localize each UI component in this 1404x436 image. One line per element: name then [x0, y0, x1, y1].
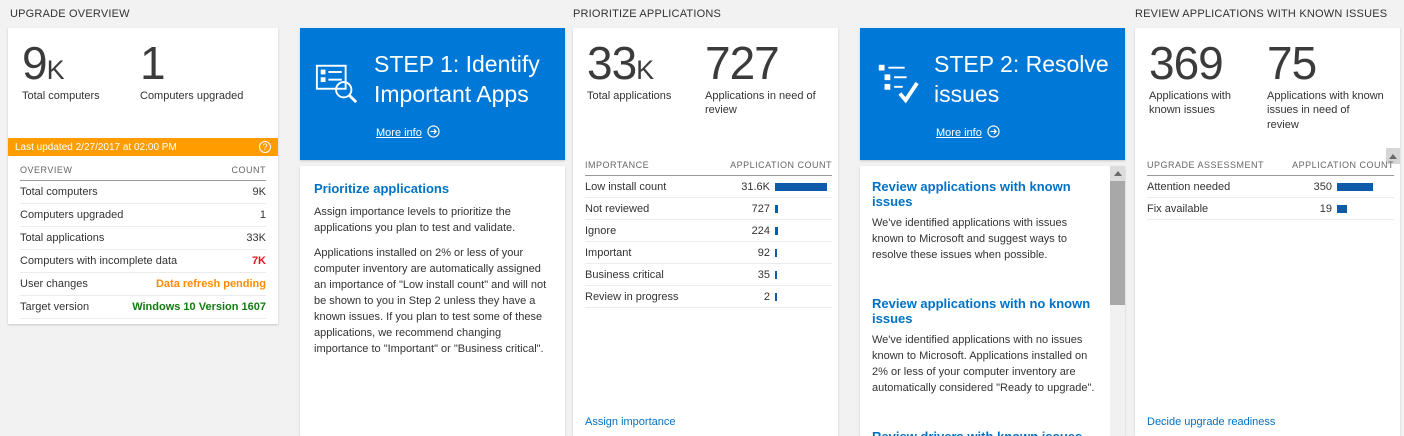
table-row[interactable]: Not reviewed 727: [585, 198, 832, 220]
table-row[interactable]: Computers upgraded 1: [20, 204, 266, 227]
overview-table: OVERVIEW COUNT Total computers 9K Comput…: [20, 165, 266, 319]
count-bar: [1337, 204, 1347, 213]
target-version-value: Windows 10 Version 1607: [132, 301, 266, 313]
count-bar: [775, 248, 777, 257]
stat-computers-upgraded: 1 Computers upgraded: [140, 40, 268, 103]
review-section: Review applications with known issues We…: [860, 179, 1108, 264]
stat-apps-known-issues-value: 369: [1149, 37, 1224, 89]
upgrade-assessment-col-header: UPGRADE ASSESSMENT: [1147, 160, 1265, 170]
stat-apps-need-review: 727 Applications in need of review: [705, 40, 828, 118]
upgrade-assessment-table-header: UPGRADE ASSESSMENT APPLICATION COUNT: [1147, 160, 1394, 176]
review-apps-known-issues-link[interactable]: Review applications with known issues: [872, 179, 1071, 209]
step1-more-info-link[interactable]: More info: [376, 125, 440, 141]
table-row[interactable]: Business critical 35: [585, 264, 832, 286]
applications-stats: 33K Total applications 727 Applications …: [573, 28, 838, 118]
scrollbar[interactable]: [1110, 166, 1125, 436]
user-changes-status: Data refresh pending: [155, 278, 266, 290]
scrollbar-thumb[interactable]: [1110, 181, 1125, 305]
last-updated-bar: Last updated 2/27/2017 at 02:00 PM ?: [8, 138, 278, 156]
stat-total-computers-label: Total computers: [22, 90, 100, 102]
count-bar: [775, 292, 777, 301]
section-label-prioritize-applications: PRIORITIZE APPLICATIONS: [573, 8, 722, 20]
table-row[interactable]: Attention needed 350: [1147, 176, 1394, 198]
stat-computers-upgraded-value: 1: [140, 37, 166, 89]
resolve-issues-card: Review applications with known issues We…: [860, 166, 1125, 436]
review-section: Review applications with no known issues…: [860, 296, 1108, 397]
importance-table-header: IMPORTANCE APPLICATION COUNT: [585, 160, 832, 176]
count-bar: [775, 182, 827, 191]
count-col-header: COUNT: [231, 165, 266, 175]
upgrade-overview-card: 9K Total computers 1 Computers upgraded …: [8, 28, 278, 324]
stat-apps-need-review-value: 727: [705, 37, 780, 89]
count-bar: [775, 226, 778, 235]
count-bar: [1337, 182, 1373, 191]
importance-table: IMPORTANCE APPLICATION COUNT Low install…: [585, 160, 832, 308]
incomplete-data-count: 7K: [251, 255, 266, 267]
known-issues-card: 369 Applications with known issues 75 Ap…: [1135, 28, 1400, 436]
resolve-issues-content: Review applications with known issues We…: [860, 166, 1108, 436]
stat-apps-need-review-label: Applications in need of review: [705, 90, 816, 117]
review-apps-known-issues-text: We've identified applications with issue…: [872, 217, 1068, 261]
table-row[interactable]: Review in progress 2: [585, 286, 832, 308]
table-row[interactable]: User changes Data refresh pending: [20, 273, 266, 296]
stat-total-applications: 33K Total applications: [587, 40, 705, 118]
known-issues-stats: 369 Applications with known issues 75 Ap…: [1135, 28, 1400, 132]
last-updated-text: Last updated 2/27/2017 at 02:00 PM: [15, 141, 177, 153]
table-row[interactable]: Ignore 224: [585, 220, 832, 242]
table-row[interactable]: Fix available 19: [1147, 198, 1394, 220]
prioritize-applications-card: Prioritize applications Assign importanc…: [300, 166, 565, 436]
count-bar: [775, 270, 777, 279]
stat-total-computers: 9K Total computers: [22, 40, 140, 103]
table-row[interactable]: Low install count 31.6K: [585, 176, 832, 198]
prioritize-applications-heading[interactable]: Prioritize applications: [314, 181, 450, 196]
section-label-review-known-issues: REVIEW APPLICATIONS WITH KNOWN ISSUES: [1135, 8, 1388, 20]
section-label-upgrade-overview: UPGRADE OVERVIEW: [10, 8, 130, 20]
overview-stats: 9K Total computers 1 Computers upgraded: [8, 28, 278, 103]
application-count-col-header: APPLICATION COUNT: [1292, 160, 1394, 170]
table-row[interactable]: Total computers 9K: [20, 181, 266, 204]
stat-apps-known-issues: 369 Applications with known issues: [1149, 40, 1267, 132]
identify-apps-icon: [314, 60, 362, 108]
decide-upgrade-readiness-link[interactable]: Decide upgrade readiness: [1147, 416, 1276, 428]
stat-computers-upgraded-label: Computers upgraded: [140, 90, 244, 102]
stat-apps-known-issues-label: Applications with known issues: [1149, 90, 1231, 117]
table-row[interactable]: Computers with incomplete data 7K: [20, 250, 266, 273]
overview-col-header: OVERVIEW: [20, 165, 73, 175]
step2-tile[interactable]: STEP 2: Resolve issues More info: [860, 28, 1125, 160]
step2-title: STEP 2: Resolve issues: [934, 51, 1109, 107]
scroll-up-arrow-icon[interactable]: [1110, 166, 1125, 181]
step1-tile[interactable]: STEP 1: Identify Important Apps More inf…: [300, 28, 565, 160]
scroll-up-arrow-icon[interactable]: [1386, 148, 1400, 164]
application-count-col-header: APPLICATION COUNT: [730, 160, 832, 170]
review-section: Review drivers with known issues We've i…: [860, 429, 1108, 436]
table-row[interactable]: Important 92: [585, 242, 832, 264]
stat-total-computers-value: 9K: [22, 37, 65, 89]
step1-title: STEP 1: Identify Important Apps: [374, 51, 540, 107]
review-drivers-known-issues-link[interactable]: Review drivers with known issues: [872, 429, 1096, 436]
arrow-circle-icon: [427, 125, 440, 141]
resolve-issues-icon: [874, 60, 922, 108]
table-row[interactable]: Total applications 33K: [20, 227, 266, 250]
prioritize-paragraph-2: Applications installed on 2% or less of …: [314, 246, 547, 355]
review-apps-no-known-issues-link[interactable]: Review applications with no known issues: [872, 295, 1091, 326]
arrow-circle-icon: [987, 125, 1000, 141]
assign-importance-link[interactable]: Assign importance: [585, 416, 676, 428]
stat-known-issues-need-review: 75 Applications with known issues in nee…: [1267, 40, 1390, 132]
stat-known-issues-need-review-value: 75: [1267, 37, 1317, 89]
step2-more-info-link[interactable]: More info: [936, 125, 1000, 141]
upgrade-assessment-table: UPGRADE ASSESSMENT APPLICATION COUNT Att…: [1147, 160, 1394, 220]
importance-col-header: IMPORTANCE: [585, 160, 650, 170]
stat-known-issues-need-review-label: Applications with known issues in need o…: [1267, 90, 1384, 131]
stat-total-applications-label: Total applications: [587, 90, 672, 102]
table-row[interactable]: Target version Windows 10 Version 1607: [20, 296, 266, 319]
prioritize-paragraph-1: Assign importance levels to prioritize t…: [314, 206, 516, 234]
review-apps-no-known-issues-text: We've identified applications with no is…: [872, 333, 1095, 394]
count-bar: [775, 204, 778, 213]
help-icon[interactable]: ?: [259, 141, 271, 153]
stat-total-applications-value: 33K: [587, 37, 655, 89]
applications-importance-card: 33K Total applications 727 Applications …: [573, 28, 838, 436]
overview-table-header: OVERVIEW COUNT: [20, 165, 266, 181]
